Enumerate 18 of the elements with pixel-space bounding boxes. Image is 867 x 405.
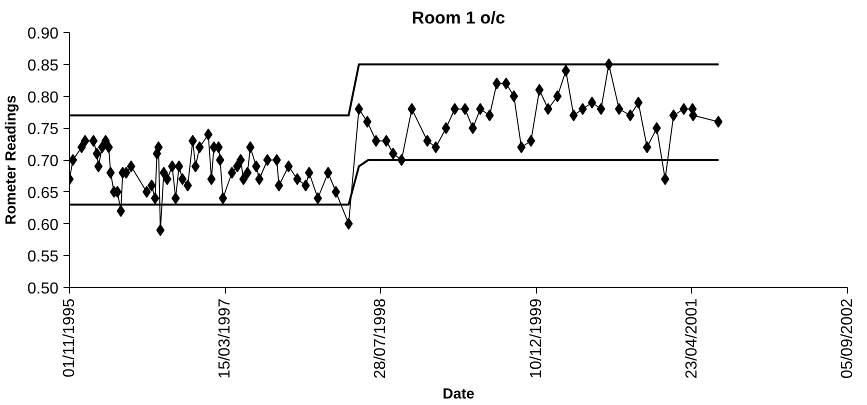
y-tick-label: 0.90 bbox=[27, 26, 59, 42]
y-tick-label: 0.70 bbox=[27, 153, 59, 170]
x-tick-label: 15/03/1997 bbox=[216, 298, 234, 379]
y-axis-title: Rometer Readings bbox=[3, 95, 20, 225]
x-axis-title: Date bbox=[442, 386, 474, 403]
y-tick-label: 0.80 bbox=[27, 89, 59, 106]
y-tick-label: 0.85 bbox=[27, 57, 59, 74]
x-tick-label: 10/12/1999 bbox=[528, 298, 545, 379]
y-tick-label: 0.55 bbox=[27, 248, 59, 266]
y-tick-label: 0.75 bbox=[27, 121, 59, 138]
x-tick-label: 23/04/2001 bbox=[683, 298, 700, 379]
x-tick-label: 28/07/1998 bbox=[372, 298, 390, 379]
y-tick-label: 0.50 bbox=[27, 280, 59, 298]
chart-title: Room 1 o/c bbox=[412, 8, 506, 28]
y-tick-label: 0.65 bbox=[27, 184, 59, 202]
x-tick-label: 05/09/2002 bbox=[839, 298, 856, 379]
y-tick-label: 0.60 bbox=[27, 216, 59, 234]
x-tick-label: 01/11/1995 bbox=[61, 298, 78, 378]
